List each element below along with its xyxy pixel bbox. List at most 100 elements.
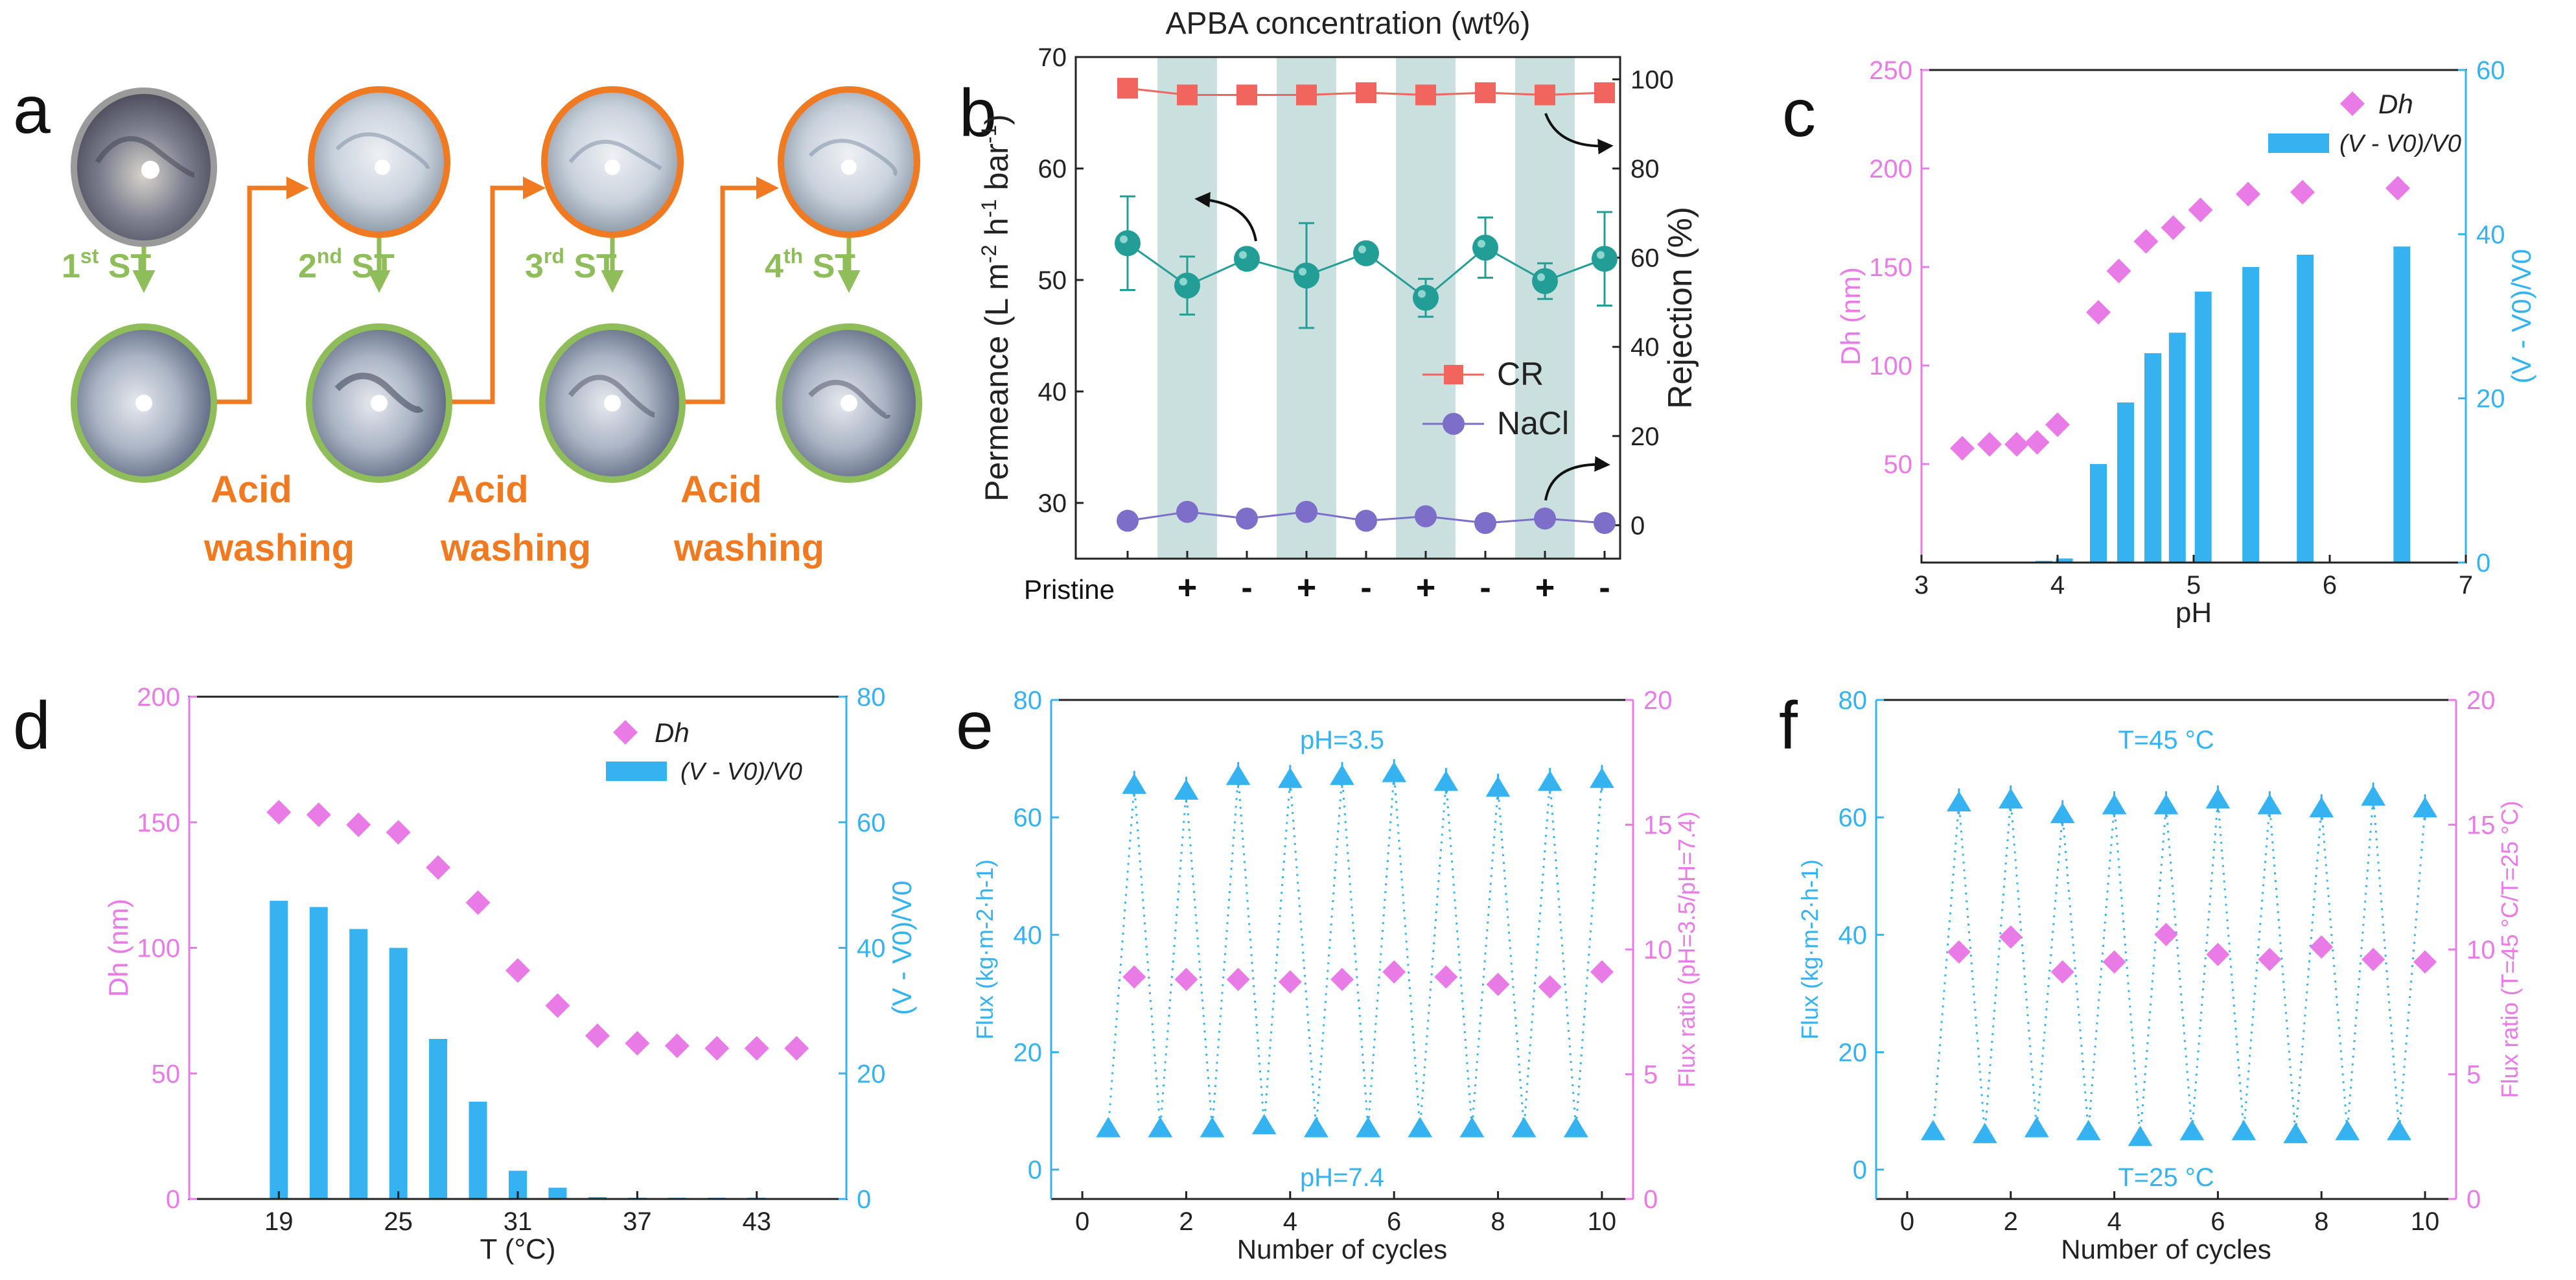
c-ylabel-left: Dh (nm) (1835, 267, 1866, 366)
c-xtick-label: 5 (2187, 571, 2201, 599)
b-ylabel-left-part: h (979, 218, 1015, 245)
d-ytick-left-label: 150 (137, 809, 180, 837)
e-xlabel: Number of cycles (1237, 1234, 1447, 1264)
step-label-2: 2nd ST (298, 244, 395, 285)
dish-bottom-3 (539, 323, 686, 483)
e-ylabel-right: Flux ratio (pH=3.5/pH=7.4) (1673, 811, 1700, 1088)
c-bar (2056, 558, 2073, 563)
c-scatter-point (2161, 215, 2186, 240)
b-ytick-right-label: 60 (1630, 244, 1660, 273)
f-high-point (2257, 794, 2282, 815)
f-high-point (2309, 797, 2334, 818)
nacl-point (1355, 509, 1377, 532)
f-xtick-label: 2 (2004, 1207, 2018, 1236)
f-ratio-point (1947, 940, 1971, 964)
e-xtick-label: 4 (1283, 1207, 1297, 1236)
permeance-point (1592, 246, 1618, 272)
e-ratio-point (1174, 968, 1198, 992)
nacl-point (1474, 511, 1496, 534)
c-scatter-point (2236, 181, 2260, 207)
d-ytick-left-label: 50 (152, 1060, 181, 1088)
f-xtick-label: 0 (1900, 1207, 1914, 1236)
b-ytick-right-label: 20 (1630, 423, 1660, 451)
f-low-point (1972, 1123, 1997, 1143)
b-ylabel-left-part: bar (979, 143, 1015, 199)
c-ytick-right-label: 20 (2476, 385, 2505, 413)
f-xtick-label: 10 (2411, 1207, 2440, 1236)
c-scatter-point (2086, 299, 2111, 325)
b-ylabel-right: Rejection (%) (1662, 207, 1699, 409)
f-ratio-point (2154, 922, 2178, 946)
legend-nacl-label: NaCl (1497, 405, 1569, 441)
cr-point (1296, 84, 1317, 106)
f-low-point (2231, 1119, 2257, 1141)
permeance-point (1115, 230, 1141, 257)
b-ytick-right-label: 0 (1630, 511, 1645, 540)
e-xtick-label: 2 (1179, 1207, 1193, 1236)
process-arrows (132, 176, 861, 404)
permeance-point-highlight (1120, 235, 1128, 244)
c-xtick-label: 6 (2323, 571, 2337, 599)
cr-point (1594, 82, 1615, 104)
step-label-4: 4th ST (765, 244, 855, 285)
b-title: APBA concentration (wt%) (1166, 6, 1531, 41)
d-bar (349, 929, 368, 1199)
permeance-point-highlight (1537, 273, 1545, 281)
e-low-point (1356, 1117, 1380, 1137)
f-ratio-point (2310, 935, 2334, 959)
d-ytick-left-label: 100 (137, 935, 180, 963)
d-scatter-point (426, 855, 451, 880)
b-ytick-right-label: 80 (1630, 155, 1660, 183)
e-low-point (1251, 1113, 1277, 1135)
e-ratio-point (1434, 965, 1458, 989)
step-label-1: 1st ST (62, 244, 152, 285)
b-category-label: + (1416, 569, 1435, 607)
f-high-point (2413, 797, 2437, 818)
c-xtick-label: 4 (2050, 571, 2065, 599)
f-ratio-point (2102, 950, 2126, 974)
f-ytick-left-label: 0 (1853, 1156, 1867, 1185)
d-ytick-right-label: 80 (857, 683, 886, 712)
d-bar (389, 948, 408, 1199)
d-xtick-label: 31 (504, 1207, 533, 1236)
b-category-label: - (1599, 569, 1610, 607)
c-bar (2242, 267, 2260, 563)
e-low-point (1511, 1117, 1537, 1137)
step-label-3: 3rd ST (525, 244, 617, 285)
dish-bottom-2 (306, 323, 452, 483)
arrow-nacl-axis (1544, 456, 1610, 501)
d-ytick-right-label: 20 (857, 1060, 886, 1088)
b-ylabel-left-part: -1 (977, 125, 1001, 143)
c-legend-bar-marker (2268, 134, 2329, 153)
e-ylabel-left: Flux (kg·m-2·h-1) (971, 859, 998, 1040)
f-high-point (2102, 794, 2127, 815)
d-legend-dh-label: Dh (655, 717, 690, 748)
cr-point (1177, 84, 1198, 106)
c-scatter-point (2133, 229, 2159, 254)
d-scatter-point (346, 812, 371, 837)
d-scatter-point (585, 1023, 610, 1049)
e-ratio-point (1538, 975, 1562, 999)
c-ytick-left-label: 100 (1869, 352, 1912, 380)
d-scatter-point (704, 1036, 730, 1061)
e-high-point (1122, 773, 1147, 794)
cr-point (1475, 82, 1496, 104)
c-bar (2144, 353, 2161, 563)
e-ratio-point (1382, 960, 1406, 984)
chart-c: 50 100 150 200 250 0 20 40 60 3 4 5 6 7 pH Dh (nm) (V - … (1835, 56, 2536, 629)
permeance-point (1353, 240, 1379, 266)
b-category-label: - (1479, 569, 1491, 607)
c-scatter-point (2025, 430, 2050, 455)
dish-top-2 (308, 86, 450, 238)
wash-label-3-line2: washing (673, 527, 824, 569)
permeance-point-highlight (1299, 268, 1306, 276)
cr-point (1356, 82, 1376, 104)
e-high-point (1174, 779, 1199, 800)
f-ytick-left-label: 60 (1839, 804, 1868, 832)
cr-point (1117, 78, 1138, 99)
permeance-point-highlight (1358, 245, 1366, 253)
f-ratio-point (1999, 925, 2023, 949)
d-ylabel-left: Dh (nm) (103, 899, 133, 997)
f-low-point (2076, 1119, 2101, 1141)
c-scatter-point (2290, 180, 2315, 205)
